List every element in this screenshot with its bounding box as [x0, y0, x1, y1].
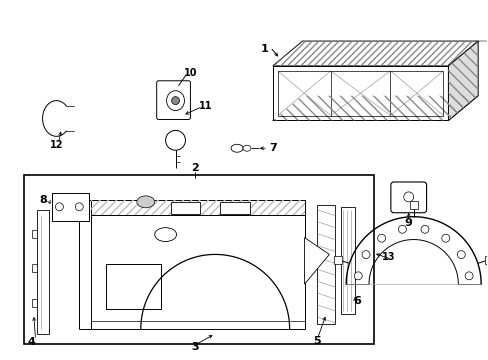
Polygon shape: [447, 41, 477, 121]
Polygon shape: [91, 200, 304, 215]
Bar: [51, 193, 89, 221]
Text: 11: 11: [198, 100, 212, 111]
Bar: [106, 264, 161, 309]
Ellipse shape: [166, 91, 184, 111]
Text: 4: 4: [28, 337, 36, 347]
Ellipse shape: [154, 228, 176, 242]
Polygon shape: [304, 238, 328, 284]
Bar: [484, 256, 488, 264]
Polygon shape: [272, 66, 447, 121]
Bar: [170, 202, 200, 214]
Bar: [409, 201, 417, 209]
Text: 9: 9: [404, 218, 412, 228]
Circle shape: [464, 272, 472, 280]
Bar: [24, 175, 373, 344]
Polygon shape: [37, 210, 48, 334]
Circle shape: [361, 251, 369, 258]
Circle shape: [171, 96, 179, 105]
Circle shape: [354, 272, 362, 280]
Text: 8: 8: [40, 195, 47, 205]
Text: 5: 5: [313, 336, 321, 346]
Text: 6: 6: [352, 296, 360, 306]
Circle shape: [456, 251, 464, 258]
Text: 10: 10: [183, 68, 197, 78]
Polygon shape: [341, 207, 354, 314]
Ellipse shape: [243, 145, 250, 151]
Circle shape: [441, 234, 449, 242]
Polygon shape: [272, 96, 477, 121]
Text: 1: 1: [261, 44, 268, 54]
Text: 13: 13: [381, 252, 395, 262]
Text: 7: 7: [268, 143, 276, 153]
Text: 2: 2: [191, 163, 199, 173]
Bar: [333, 256, 342, 264]
Circle shape: [55, 203, 63, 211]
Text: 3: 3: [191, 342, 199, 352]
Bar: [220, 202, 249, 214]
Circle shape: [75, 203, 83, 211]
Circle shape: [398, 225, 406, 233]
Circle shape: [403, 192, 413, 202]
Circle shape: [377, 234, 385, 242]
Text: 12: 12: [50, 140, 63, 150]
FancyBboxPatch shape: [390, 182, 426, 213]
Circle shape: [420, 225, 428, 233]
Ellipse shape: [137, 196, 154, 208]
Polygon shape: [272, 41, 477, 66]
Polygon shape: [91, 215, 304, 329]
Ellipse shape: [231, 144, 243, 152]
Polygon shape: [317, 205, 335, 324]
FancyBboxPatch shape: [156, 81, 190, 120]
